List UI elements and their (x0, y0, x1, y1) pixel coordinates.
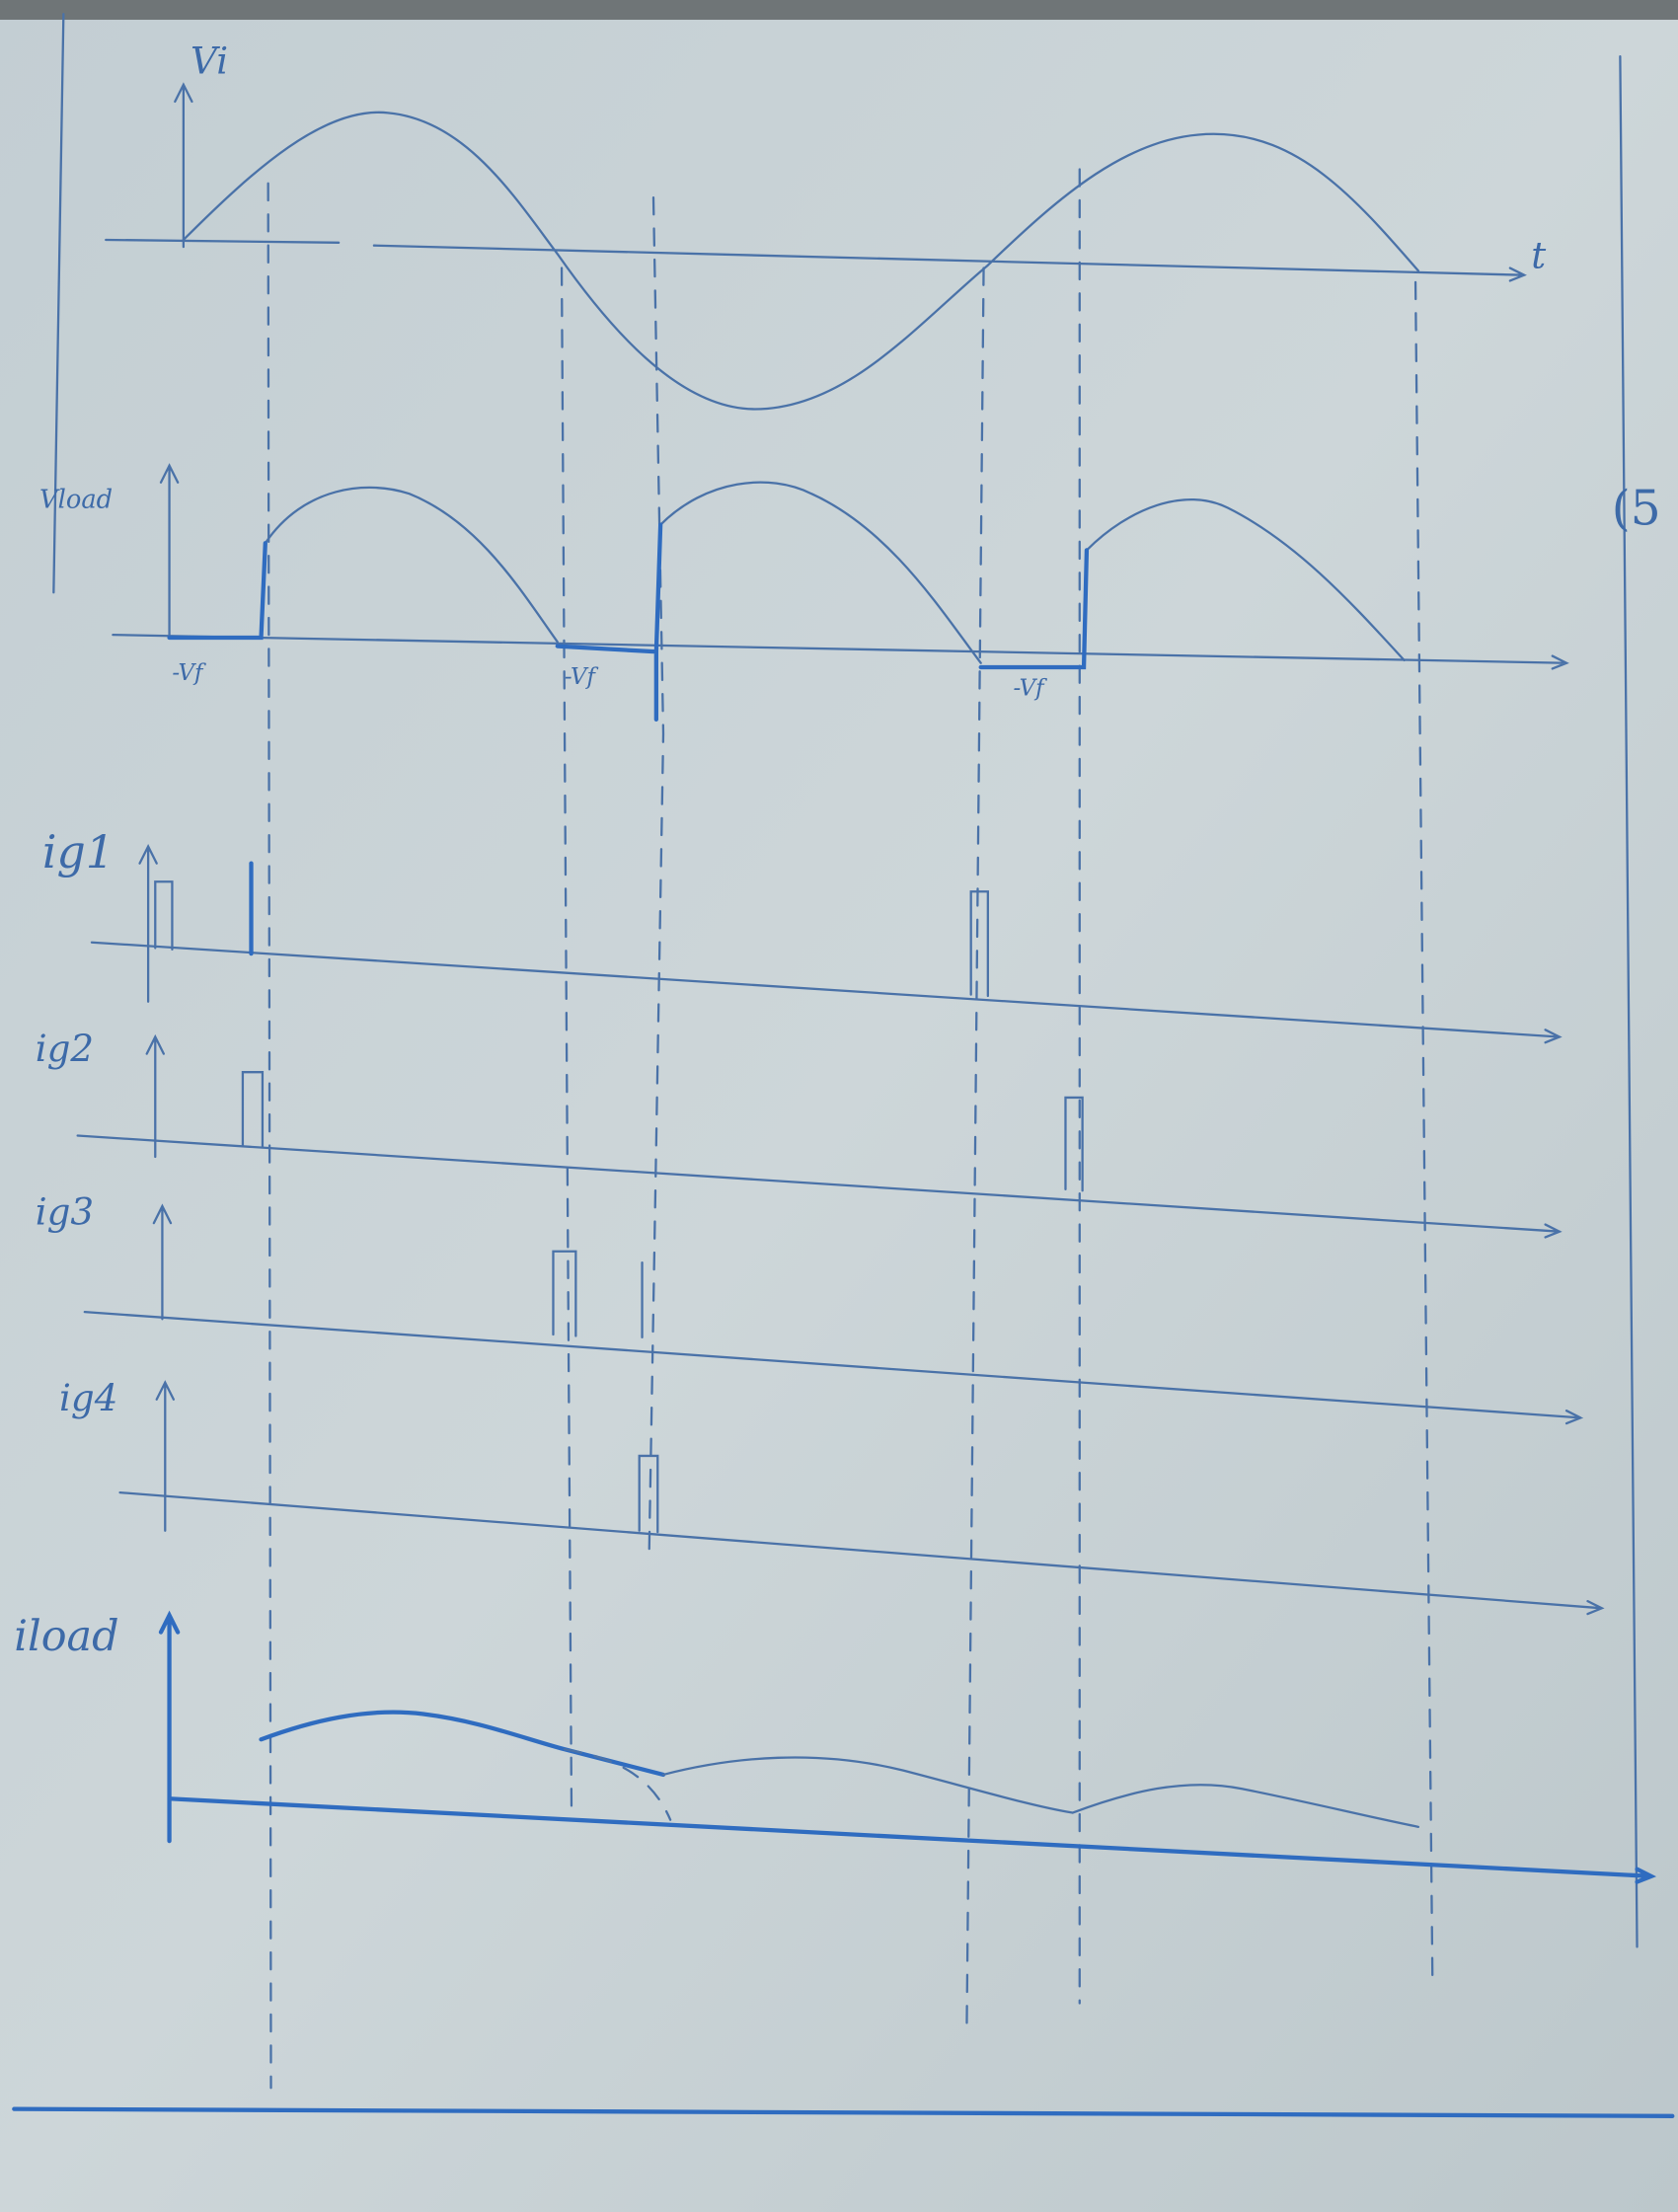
ig4-label: ig4 (59, 1377, 117, 1419)
vload-annotation: -Vf (565, 664, 599, 690)
iload-label: iload (14, 1612, 118, 1661)
vi-label: Vi (191, 39, 228, 82)
frame (0, 0, 1678, 20)
vload-label: Vload (39, 486, 113, 515)
time-axis-label: t (1531, 235, 1546, 277)
ig3-label: ig3 (36, 1191, 94, 1234)
margin-note: (5 (1612, 482, 1661, 537)
board (0, 0, 1678, 2212)
vload-annotation: -Vf (172, 660, 206, 686)
vload-annotation: -Vf (1014, 676, 1048, 702)
whiteboard: Vi t Vload -Vf -Vf -Vf ig1 ig2 ig3 ig4 i… (0, 0, 1678, 2212)
ig1-label: ig1 (42, 826, 114, 878)
ig2-label: ig2 (36, 1028, 94, 1070)
